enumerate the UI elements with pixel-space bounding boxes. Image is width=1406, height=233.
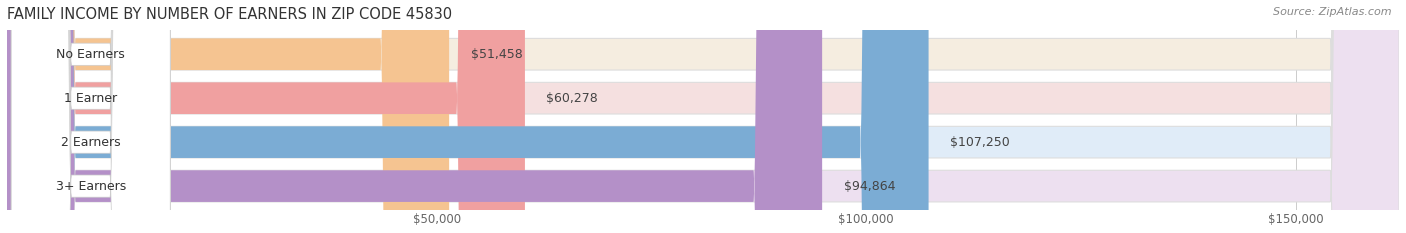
FancyBboxPatch shape	[7, 0, 1399, 233]
Text: $107,250: $107,250	[950, 136, 1010, 149]
Text: $60,278: $60,278	[547, 92, 598, 105]
FancyBboxPatch shape	[7, 0, 449, 233]
FancyBboxPatch shape	[7, 0, 1399, 233]
Text: 2 Earners: 2 Earners	[60, 136, 121, 149]
FancyBboxPatch shape	[7, 0, 928, 233]
Text: No Earners: No Earners	[56, 48, 125, 61]
FancyBboxPatch shape	[11, 0, 170, 233]
Text: 1 Earner: 1 Earner	[65, 92, 117, 105]
Text: $94,864: $94,864	[844, 180, 896, 193]
Text: $51,458: $51,458	[471, 48, 523, 61]
Text: Source: ZipAtlas.com: Source: ZipAtlas.com	[1274, 7, 1392, 17]
FancyBboxPatch shape	[11, 0, 170, 233]
FancyBboxPatch shape	[7, 0, 823, 233]
FancyBboxPatch shape	[7, 0, 1399, 233]
Text: FAMILY INCOME BY NUMBER OF EARNERS IN ZIP CODE 45830: FAMILY INCOME BY NUMBER OF EARNERS IN ZI…	[7, 7, 453, 22]
FancyBboxPatch shape	[7, 0, 524, 233]
FancyBboxPatch shape	[7, 0, 1399, 233]
FancyBboxPatch shape	[11, 0, 170, 233]
Text: 3+ Earners: 3+ Earners	[56, 180, 127, 193]
FancyBboxPatch shape	[11, 0, 170, 233]
